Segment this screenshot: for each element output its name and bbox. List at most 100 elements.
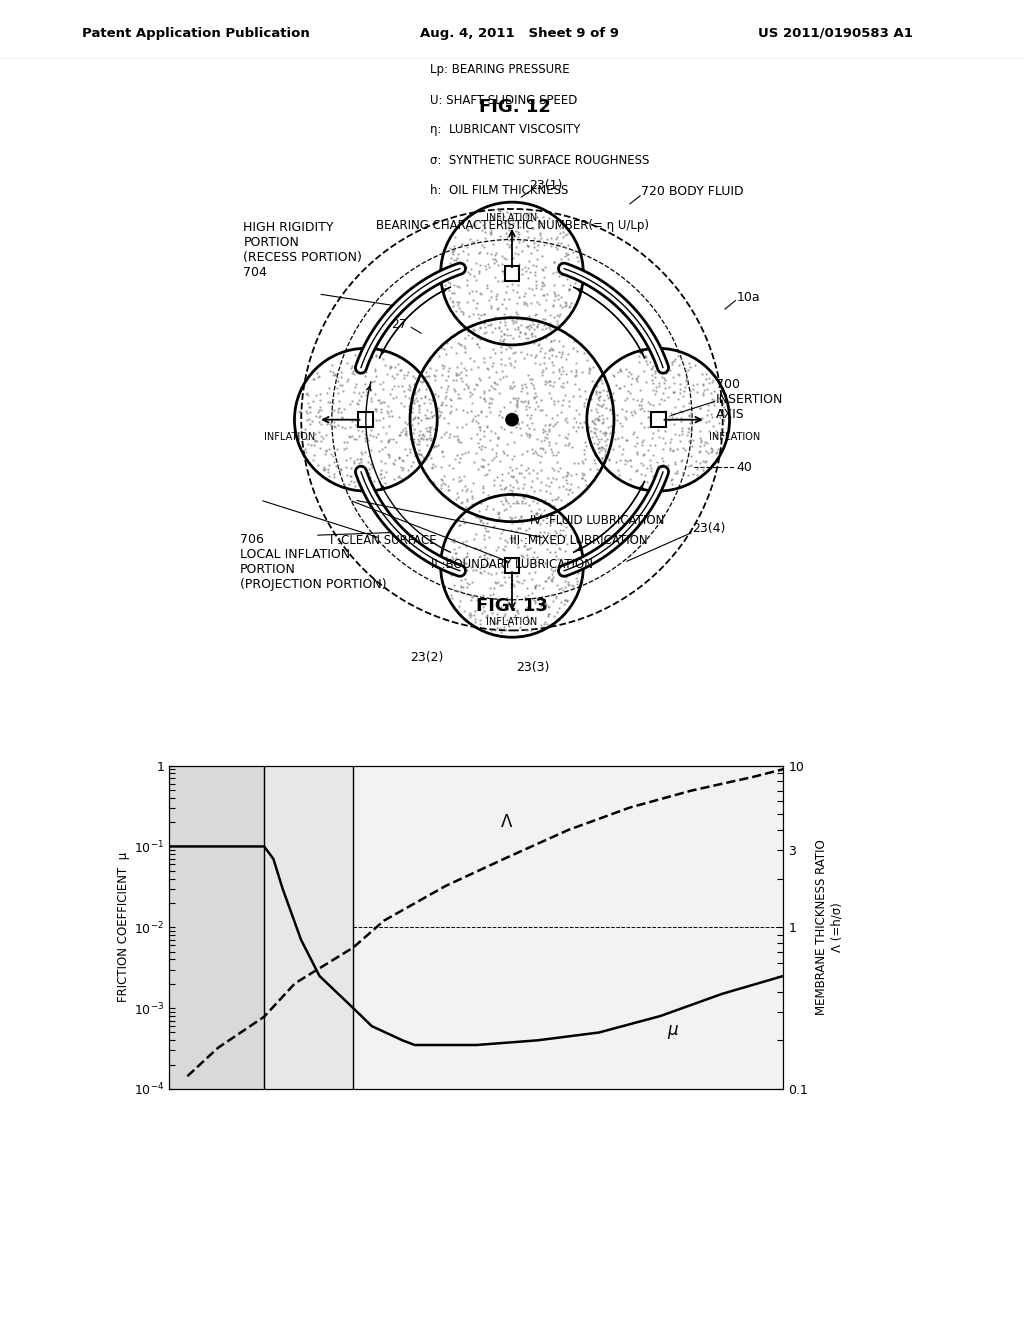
Point: [357, 428, 374, 449]
Point: [490, 318, 507, 339]
Point: [440, 426, 457, 447]
Point: [412, 371, 428, 392]
Point: [494, 360, 510, 381]
Point: [451, 451, 467, 473]
Point: [473, 455, 489, 477]
Point: [478, 277, 495, 298]
Point: [519, 268, 536, 289]
Point: [373, 450, 389, 471]
Point: [526, 325, 543, 346]
Point: [645, 422, 662, 444]
Point: [451, 432, 467, 453]
Point: [560, 234, 577, 255]
Point: [345, 360, 361, 381]
Point: [544, 337, 560, 358]
Point: [555, 220, 571, 242]
Point: [672, 379, 688, 400]
Point: [671, 364, 687, 385]
Point: [307, 424, 324, 445]
Point: [520, 585, 537, 606]
Point: [373, 401, 389, 422]
Point: [643, 356, 659, 378]
Point: [617, 429, 634, 450]
Point: [545, 354, 561, 375]
Point: [574, 462, 591, 483]
Point: [547, 414, 563, 436]
Point: [446, 449, 463, 470]
Point: [637, 346, 653, 367]
Point: [604, 364, 621, 385]
Point: [483, 296, 500, 317]
Point: [478, 520, 495, 541]
Point: [557, 540, 573, 561]
Point: [715, 425, 731, 446]
Point: [312, 426, 329, 447]
Point: [411, 444, 427, 465]
Point: [692, 436, 709, 457]
Point: [478, 605, 495, 626]
Point: [651, 413, 668, 434]
Point: [597, 445, 613, 466]
Point: [312, 405, 329, 426]
Point: [501, 236, 517, 257]
Point: [438, 381, 455, 403]
Point: [472, 557, 488, 578]
Point: [476, 450, 493, 471]
Point: [474, 449, 490, 470]
Point: [509, 395, 525, 416]
Point: [531, 521, 548, 543]
Point: [447, 362, 464, 383]
Text: $\mu$: $\mu$: [667, 1023, 679, 1041]
Point: [466, 537, 482, 558]
Point: [653, 367, 670, 388]
Point: [482, 421, 499, 442]
Point: [487, 594, 504, 615]
Point: [441, 252, 458, 273]
Point: [487, 242, 504, 263]
Point: [402, 429, 419, 450]
Point: [442, 585, 459, 606]
Point: [583, 389, 599, 411]
Point: [381, 444, 397, 465]
Point: [510, 478, 526, 499]
Point: [484, 378, 501, 399]
Point: [444, 259, 461, 280]
Point: [338, 437, 354, 458]
Point: [471, 253, 487, 275]
Point: [447, 301, 464, 322]
Point: [612, 359, 629, 380]
Point: [642, 416, 658, 437]
Point: [534, 490, 550, 511]
Point: [494, 260, 510, 281]
Point: [407, 432, 423, 453]
Point: [319, 391, 336, 412]
Point: [438, 379, 455, 400]
Point: [509, 292, 525, 313]
Point: [487, 289, 504, 310]
Point: [591, 381, 607, 403]
Point: [438, 343, 455, 364]
Point: [508, 236, 524, 257]
Point: [525, 374, 542, 395]
Point: [362, 387, 379, 408]
Point: [522, 292, 539, 313]
Point: [561, 296, 578, 317]
Point: [485, 499, 502, 520]
Point: [344, 355, 360, 376]
Point: [524, 279, 541, 300]
Point: [498, 211, 514, 232]
Point: [513, 506, 529, 527]
Point: [498, 499, 514, 520]
Point: [356, 374, 373, 395]
Point: [534, 532, 550, 553]
Point: [693, 408, 710, 429]
Point: [634, 432, 650, 453]
Point: [505, 574, 521, 595]
Point: [480, 367, 497, 388]
Point: [515, 466, 531, 487]
Point: [375, 417, 391, 438]
Text: I :CLEAN SURFACE: I :CLEAN SURFACE: [330, 533, 436, 546]
Point: [496, 441, 512, 462]
Point: [333, 401, 349, 422]
Point: [520, 327, 537, 348]
